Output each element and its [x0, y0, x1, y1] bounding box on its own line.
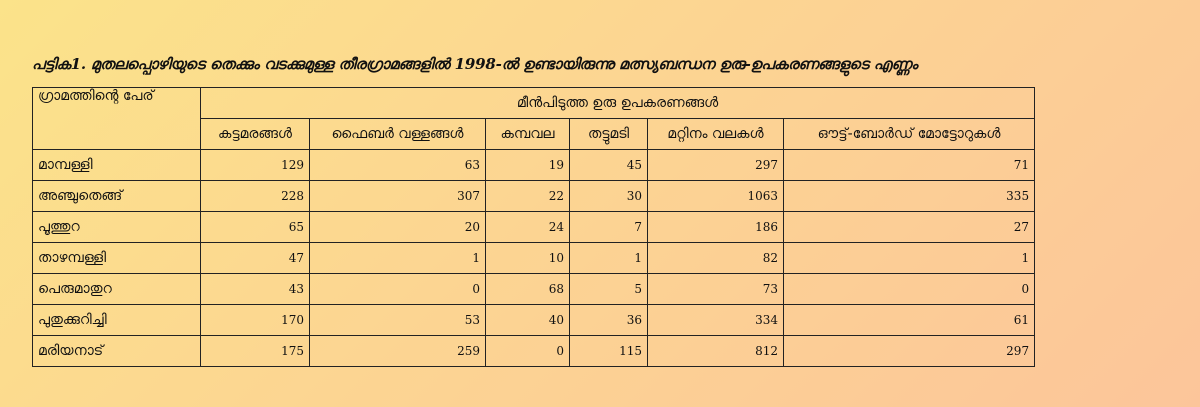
village-name: പുതുക്കുറിച്ചി — [32, 304, 201, 336]
cell-value: 1 — [782, 242, 1036, 274]
cell-value: 259 — [309, 335, 486, 367]
village-name: അഞ്ചുതെങ്ങ് — [32, 180, 201, 212]
cell-value: 22 — [485, 180, 570, 212]
cell-value: 307 — [309, 180, 486, 212]
column-header-fiber-boats: ഫൈബർ വള്ളങ്ങൾ — [309, 118, 486, 150]
cell-value: 30 — [569, 180, 648, 212]
header-row-group: ഗ്രാമത്തിന്റെ പേര് മീൻപിടുത്ത ഉരു ഉപകരണങ… — [32, 87, 1036, 150]
cell-value: 297 — [647, 149, 784, 181]
header-row-columns: കട്ടമരങ്ങൾ ഫൈബർ വള്ളങ്ങൾ കമ്പവല തട്ടുമടി… — [33, 118, 1036, 150]
cell-value: 5 — [569, 273, 648, 305]
cell-value: 82 — [647, 242, 784, 274]
cell-value: 115 — [569, 335, 648, 367]
cell-value: 45 — [569, 149, 648, 181]
column-header-kattamaram: കട്ടമരങ്ങൾ — [200, 118, 310, 150]
cell-value: 228 — [200, 180, 310, 212]
village-name-header: ഗ്രാമത്തിന്റെ പേര് — [32, 87, 201, 150]
equipment-group-header: മീൻപിടുത്ത ഉരു ഉപകരണങ്ങൾ — [199, 87, 1036, 119]
village-name: മാമ്പള്ളി — [32, 149, 201, 181]
cell-value: 36 — [569, 304, 648, 336]
cell-value: 335 — [782, 180, 1036, 212]
cell-value: 1063 — [647, 180, 784, 212]
table-row: മാമ്പള്ളി 129 63 19 45 297 71 — [32, 149, 1036, 181]
village-name: പൂത്തുറ — [32, 211, 201, 243]
column-header-other-nets: മറ്റിനം വലകൾ — [647, 118, 784, 150]
table-row: പുതുക്കുറിച്ചി 170 53 40 36 334 61 — [32, 304, 1036, 336]
cell-value: 19 — [485, 149, 570, 181]
cell-value: 175 — [200, 335, 310, 367]
column-header-thattumadi: തട്ടുമടി — [569, 118, 648, 150]
column-header-kambavala: കമ്പവല — [485, 118, 570, 150]
cell-value: 1 — [309, 242, 486, 274]
cell-value: 129 — [200, 149, 310, 181]
village-name: പെരുമാതുറ — [32, 273, 201, 305]
cell-value: 186 — [647, 211, 784, 243]
cell-value: 334 — [647, 304, 784, 336]
cell-value: 20 — [309, 211, 486, 243]
cell-value: 43 — [200, 273, 310, 305]
cell-value: 68 — [485, 273, 570, 305]
village-name: മരിയനാട് — [32, 335, 201, 367]
cell-value: 297 — [782, 335, 1036, 367]
cell-value: 24 — [485, 211, 570, 243]
cell-value: 0 — [309, 273, 486, 305]
fishing-equipment-table: ഗ്രാമത്തിന്റെ പേര് മീൻപിടുത്ത ഉരു ഉപകരണങ… — [32, 87, 1036, 367]
cell-value: 812 — [647, 335, 784, 367]
table-row: പെരുമാതുറ 43 0 68 5 73 0 — [32, 273, 1036, 305]
cell-value: 10 — [485, 242, 570, 274]
cell-value: 0 — [485, 335, 570, 367]
table-row: അഞ്ചുതെങ്ങ് 228 307 22 30 1063 335 — [32, 180, 1036, 212]
cell-value: 40 — [485, 304, 570, 336]
cell-value: 47 — [200, 242, 310, 274]
cell-value: 61 — [782, 304, 1036, 336]
column-header-outboard-motors: ഔട്ട്-ബോർഡ് മോട്ടോറുകൾ — [782, 118, 1036, 150]
table-row: പൂത്തുറ 65 20 24 7 186 27 — [32, 211, 1036, 243]
cell-value: 63 — [309, 149, 486, 181]
cell-value: 53 — [309, 304, 486, 336]
cell-value: 0 — [782, 273, 1036, 305]
cell-value: 73 — [647, 273, 784, 305]
cell-value: 71 — [782, 149, 1036, 181]
cell-value: 1 — [569, 242, 648, 274]
table-row: മരിയനാട് 175 259 0 115 812 297 — [32, 335, 1036, 367]
table-caption: പട്ടിക1. മുതലപ്പൊഴിയുടെ തെക്കും വടക്കുമു… — [32, 55, 918, 73]
cell-value: 7 — [569, 211, 648, 243]
cell-value: 170 — [200, 304, 310, 336]
cell-value: 65 — [200, 211, 310, 243]
cell-value: 27 — [782, 211, 1036, 243]
village-name: താഴമ്പള്ളി — [32, 242, 201, 274]
table-row: താഴമ്പള്ളി 47 1 10 1 82 1 — [32, 242, 1036, 274]
